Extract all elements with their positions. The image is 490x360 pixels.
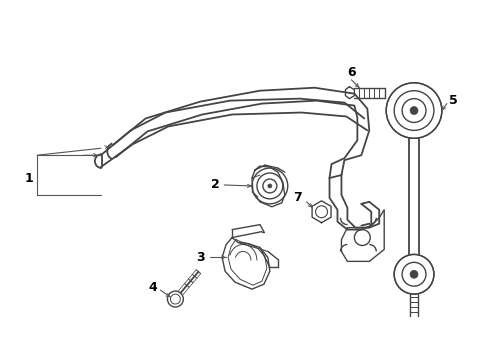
Text: 2: 2: [211, 179, 220, 192]
Text: 7: 7: [294, 192, 302, 204]
Text: 5: 5: [449, 94, 458, 107]
Circle shape: [268, 184, 272, 188]
Text: 3: 3: [196, 251, 204, 264]
Text: 4: 4: [148, 281, 157, 294]
Circle shape: [386, 83, 442, 138]
Circle shape: [410, 107, 418, 114]
Circle shape: [394, 255, 434, 294]
Circle shape: [410, 270, 418, 278]
Text: 1: 1: [25, 171, 34, 185]
Text: 6: 6: [347, 66, 356, 79]
